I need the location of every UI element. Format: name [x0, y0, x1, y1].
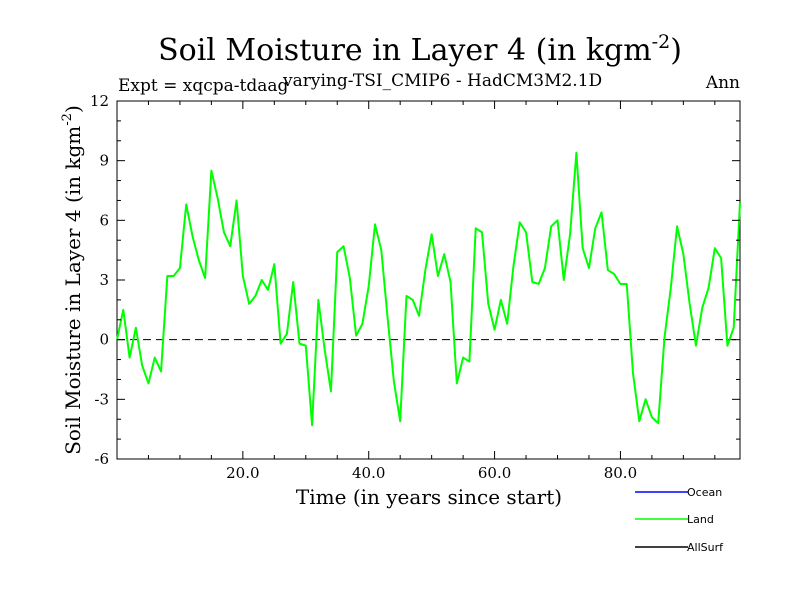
legend-label-allsurf: AllSurf: [687, 541, 724, 554]
x-axis-label: Time (in years since start): [296, 485, 562, 509]
y-axis: -6 -3 0 3 6 9 12: [90, 92, 740, 468]
y-tick-label: 9: [99, 152, 109, 170]
season-label: Ann: [705, 73, 740, 93]
legend-label-ocean: Ocean: [687, 486, 722, 499]
run-label: varying-TSI_CMIP6 - HadCM3M2.1D: [282, 71, 602, 91]
y-axis-label-text: Soil Moisture in Layer 4 (in kgm: [61, 126, 85, 455]
chart-title: Soil Moisture in Layer 4 (in kgm-2): [158, 31, 682, 68]
x-tick-label: 20.0: [226, 464, 259, 482]
x-tick-label: 40.0: [352, 464, 385, 482]
x-axis: 20.0 40.0 60.0 80.0: [147, 101, 716, 482]
chart-title-superscript: -2: [652, 31, 671, 53]
legend: Ocean Land AllSurf: [635, 486, 724, 554]
legend-label-land: Land: [687, 513, 714, 526]
x-tick-label: 60.0: [478, 464, 511, 482]
series-line-land: [116, 151, 741, 427]
y-tick-label: 12: [90, 92, 109, 110]
y-tick-label: 3: [99, 271, 109, 289]
y-axis-label-close: ): [61, 105, 85, 113]
y-axis-label: Soil Moisture in Layer 4 (in kgm-2): [60, 105, 85, 455]
y-tick-label: -3: [94, 390, 109, 408]
plot-border: [116, 100, 741, 460]
expt-label: Expt = xqcpa-tdaag: [118, 76, 288, 96]
y-tick-label: 0: [99, 331, 109, 349]
y-tick-label: 6: [99, 211, 109, 229]
y-axis-label-superscript: -2: [60, 113, 75, 126]
y-tick-label: -6: [94, 450, 109, 468]
plot-frame: [116, 100, 741, 460]
chart-title-text: Soil Moisture in Layer 4 (in kgm: [158, 33, 652, 68]
series-group: [116, 151, 741, 427]
x-tick-label: 80.0: [604, 464, 637, 482]
chart-title-close: ): [670, 33, 682, 68]
